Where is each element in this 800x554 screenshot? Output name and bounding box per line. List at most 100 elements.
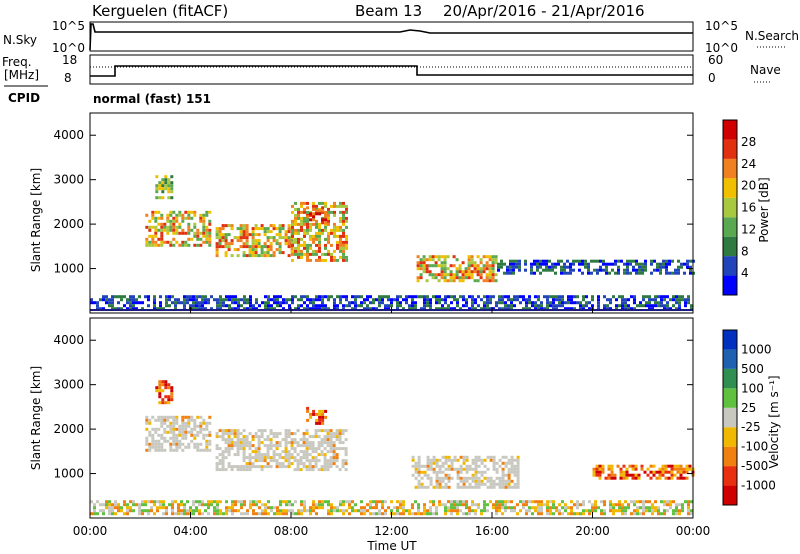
echo-cell <box>175 213 179 217</box>
echo-cell <box>381 503 384 507</box>
echo-cell <box>120 295 123 299</box>
echo-cell <box>422 258 426 262</box>
echo-cell <box>156 307 159 311</box>
echo-cell <box>196 424 200 428</box>
echo-cell <box>245 224 249 228</box>
echo-cell <box>593 268 596 272</box>
echo-cell <box>300 219 303 223</box>
echo-cell <box>492 464 496 468</box>
echo-cell <box>459 307 462 311</box>
echo-cell <box>545 268 548 272</box>
echo-cell <box>387 304 390 308</box>
echo-cell <box>120 298 123 302</box>
echo-cell <box>224 456 228 460</box>
echo-cell <box>509 265 512 269</box>
echo-cell <box>231 301 234 305</box>
echo-cell <box>342 509 345 513</box>
echo-cell <box>227 447 231 451</box>
echo-cell <box>483 307 486 311</box>
echo-cell <box>639 512 642 516</box>
colorbar-segment <box>723 139 737 159</box>
colorbar-tick-label: 4 <box>741 266 749 280</box>
echo-cell <box>129 506 132 510</box>
echo-cell <box>474 482 478 486</box>
echo-cell <box>213 506 216 510</box>
echo-cell <box>539 271 542 275</box>
echo-cell <box>339 246 342 250</box>
echo-cell <box>348 512 351 516</box>
echo-cell <box>507 458 511 462</box>
echo-cell <box>272 456 276 460</box>
echo-cell <box>607 464 611 468</box>
echo-cell <box>160 216 164 220</box>
echo-cell <box>172 228 176 232</box>
echo-cell <box>208 231 212 235</box>
echo-cell <box>483 458 487 462</box>
echo-cell <box>169 225 173 229</box>
echo-cell <box>263 459 267 463</box>
echo-cell <box>153 512 156 516</box>
echo-cell <box>111 298 114 302</box>
echo-cell <box>249 506 252 510</box>
echo-cell <box>631 473 635 477</box>
echo-cell <box>473 279 477 283</box>
echo-cell <box>195 307 198 311</box>
echo-cell <box>673 464 677 468</box>
nave-tick-top: 60 <box>708 53 723 67</box>
echo-cell <box>169 415 173 419</box>
echo-cell <box>471 295 474 299</box>
echo-cell <box>170 398 174 402</box>
echo-cell <box>293 438 297 442</box>
echo-cell <box>225 295 228 299</box>
echo-cell <box>498 464 502 468</box>
echo-cell <box>181 415 185 419</box>
echo-cell <box>351 301 354 305</box>
echo-cell <box>338 468 342 472</box>
echo-cell <box>132 500 135 504</box>
echo-cell <box>199 213 203 217</box>
echo-cell <box>239 468 243 472</box>
echo-cell <box>456 304 459 308</box>
echo-cell <box>603 295 606 299</box>
echo-cell <box>378 500 381 504</box>
echo-cell <box>491 279 495 283</box>
echo-cell <box>537 500 540 504</box>
echo-cell <box>649 476 653 480</box>
echo-cell <box>196 430 200 434</box>
echo-cell <box>126 512 129 516</box>
nsky-series <box>89 23 693 51</box>
echo-cell <box>456 485 460 489</box>
echo-cell <box>248 248 252 252</box>
echo-cell <box>258 304 261 308</box>
echo-cell <box>174 301 177 305</box>
echo-cell <box>161 398 165 402</box>
echo-cell <box>230 224 234 228</box>
echo-cell <box>428 273 432 277</box>
echo-cell <box>187 243 191 247</box>
echo-cell <box>449 276 453 280</box>
echo-cell <box>441 304 444 308</box>
echo-cell <box>686 265 689 269</box>
echo-cell <box>474 298 477 302</box>
echo-cell <box>539 265 542 269</box>
echo-cell <box>492 485 496 489</box>
echo-cell <box>193 427 197 431</box>
echo-cell <box>145 213 149 217</box>
echo-cell <box>236 438 240 442</box>
echo-cell <box>552 506 555 510</box>
echo-cell <box>363 301 366 305</box>
echo-cell <box>557 259 560 263</box>
echo-cell <box>543 295 546 299</box>
echo-cell <box>170 181 174 185</box>
echo-cell <box>399 295 402 299</box>
echo-cell <box>267 512 270 516</box>
echo-cell <box>138 301 141 305</box>
echo-cell <box>335 453 339 457</box>
echo-cell <box>423 470 427 474</box>
echo-cell <box>682 467 686 471</box>
echo-cell <box>633 295 636 299</box>
beam-label: Beam 13 <box>355 2 422 20</box>
echo-cell <box>426 301 429 305</box>
echo-cell <box>563 271 566 275</box>
echo-cell <box>506 265 509 269</box>
